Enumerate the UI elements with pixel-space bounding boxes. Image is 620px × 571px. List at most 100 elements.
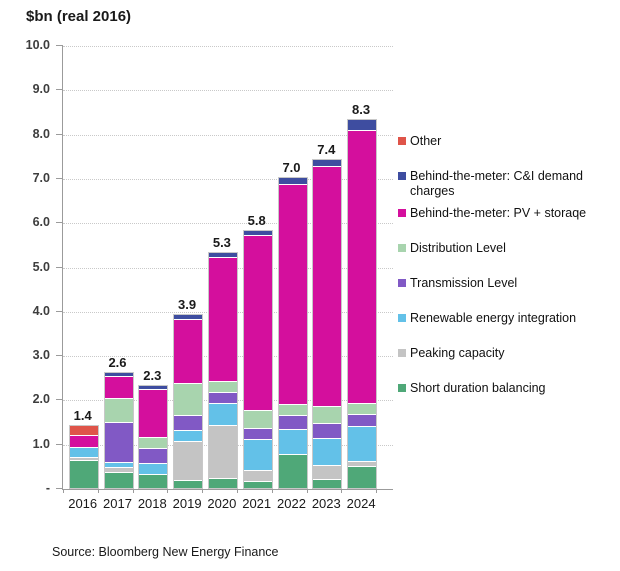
bar-segment [139, 438, 168, 450]
bar-value-label: 1.4 [73, 407, 92, 423]
bar-segment [69, 448, 98, 458]
legend-swatch [398, 279, 406, 287]
bar-segment [243, 235, 272, 411]
gridline [63, 90, 393, 92]
bar-segment [139, 463, 168, 475]
bar-segment [208, 257, 237, 382]
bar-segment [139, 389, 168, 439]
bar-segment [243, 429, 272, 441]
bar-segment [104, 373, 133, 377]
y-axis-label: 6.0 [32, 215, 50, 230]
plot-area: 1.4 2016 2.6 2017 2.3 2018 3.9 2019 5.3 2020 5.8 20… [62, 45, 393, 511]
y-axis-label: 9.0 [32, 82, 50, 97]
y-axis-tick [56, 45, 62, 46]
legend-item-label: Renewable energy integration [410, 311, 577, 325]
x-axis-label: 2023 [311, 496, 341, 511]
bar-2017 [103, 372, 134, 489]
bar-segment [278, 429, 307, 455]
bar-segment [348, 427, 377, 462]
y-axis-label: 3.0 [32, 348, 50, 363]
y-axis-tick [56, 310, 62, 312]
bar-2022 [277, 177, 308, 489]
y-axis-tick [56, 222, 62, 224]
bar-segment [69, 436, 98, 449]
gridline [63, 223, 393, 225]
x-axis-tick [237, 489, 238, 493]
bar-2024 [347, 119, 378, 489]
bar-segment [313, 166, 342, 408]
x-axis-tick [167, 489, 169, 493]
legend-item: Peaking capacity [398, 346, 618, 361]
y-axis-tick [56, 89, 62, 91]
y-axis-tick [56, 177, 62, 179]
bar-segment [348, 467, 377, 488]
x-axis-label: 2024 [346, 496, 376, 511]
legend-item: Short duration balancing [398, 381, 618, 396]
bar-segment [174, 383, 203, 416]
bar-segment [208, 392, 237, 404]
bar-segment [174, 315, 203, 320]
bar-2016 [68, 425, 99, 489]
y-axis-label: 10.0 [25, 38, 50, 52]
x-axis-tick [271, 489, 273, 493]
bar-segment [243, 410, 272, 430]
x-axis-label: 2017 [103, 496, 132, 511]
bar-segment [313, 439, 342, 466]
x-axis-tick [63, 489, 64, 493]
bar-segment [278, 454, 307, 488]
y-axis-label: 4.0 [32, 303, 50, 318]
y-axis-label: 7.0 [32, 170, 50, 185]
x-axis-tick [306, 489, 308, 493]
bar-segment [104, 462, 133, 469]
bar-value-label: 8.3 [352, 102, 371, 118]
bar-segment [278, 416, 307, 430]
legend-swatch [398, 244, 406, 252]
bar-segment [313, 480, 342, 488]
x-axis-label: 2020 [207, 496, 237, 511]
bar-segment [348, 414, 377, 428]
bar-segment [313, 160, 342, 167]
bar-segment [208, 381, 237, 393]
x-axis-label: 2016 [68, 496, 98, 511]
bar-segment [313, 424, 342, 440]
bar-value-label: 3.9 [178, 297, 197, 313]
bar-segment [208, 479, 237, 488]
bar-segment [243, 471, 272, 483]
bar-segment [348, 461, 377, 468]
y-axis-tick [56, 443, 62, 445]
legend-swatch [398, 314, 406, 322]
y-axis-tick [56, 399, 62, 401]
bar-segment [174, 442, 203, 482]
bar-2018 [138, 385, 169, 489]
legend-swatch [398, 349, 406, 357]
y-axis-tick [56, 355, 62, 357]
bar-segment [313, 465, 342, 481]
x-axis-tick [132, 489, 134, 493]
bar-segment [243, 231, 272, 236]
bar-segment [69, 461, 98, 488]
y-axis-label: - [45, 481, 50, 495]
legend-item: Distribution Level [398, 241, 618, 256]
bar-value-label: 7.0 [282, 159, 301, 175]
x-axis-tick [341, 489, 343, 493]
bar-value-label: 7.4 [317, 142, 336, 158]
bar-value-label: 2.3 [143, 368, 162, 384]
y-axis-label: 1.0 [32, 436, 50, 451]
gridline [63, 178, 393, 180]
legend-item: Other [398, 134, 618, 149]
bar-segment [313, 407, 342, 425]
bar-segment [69, 457, 98, 462]
bar-segment [69, 426, 98, 437]
x-axis-label: 2018 [137, 496, 167, 511]
y-axis: 10.0 9.0 8.0 7.0 6.0 5.0 4.0 3.0 2.0 1.0 - [0, 38, 62, 495]
bar-segment [174, 415, 203, 432]
bar-segment [278, 405, 307, 417]
bar-value-label: 5.8 [247, 213, 266, 229]
bar-segment [174, 431, 203, 443]
bar-segment [139, 474, 168, 488]
x-axis-tick [202, 489, 204, 493]
legend: Other Behind-the-meter: C&I demand charge… [398, 134, 618, 416]
legend-item-label: Behind-the-meter: PV + storaqe [410, 206, 587, 220]
bar-segment [104, 376, 133, 399]
